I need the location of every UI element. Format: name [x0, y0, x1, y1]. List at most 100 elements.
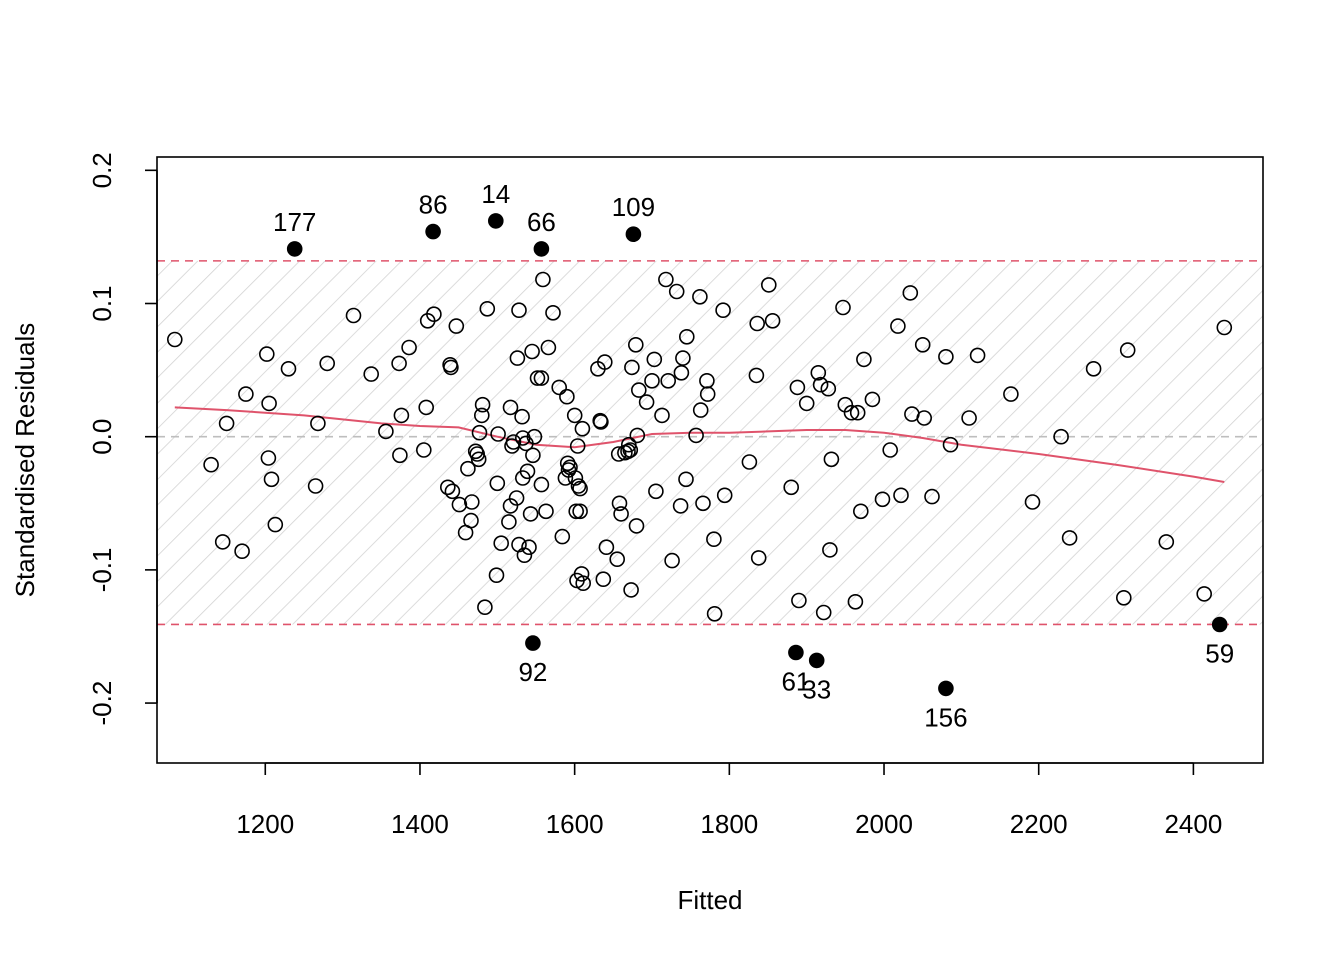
residual-point — [627, 336, 644, 353]
outlier-point — [625, 226, 642, 242]
residual-point — [938, 348, 954, 365]
residual-point — [847, 593, 864, 610]
y-tick-label: 0.2 — [87, 152, 117, 188]
residual-point — [570, 478, 587, 494]
residual-point — [218, 415, 235, 432]
residual-point — [524, 343, 540, 360]
residual-point — [310, 415, 326, 432]
residual-point — [692, 402, 709, 418]
residual-point — [505, 434, 522, 450]
outlier-label: 86 — [419, 190, 448, 220]
smoother-line — [174, 406, 1225, 483]
residual-point — [526, 428, 543, 445]
residual-point — [319, 355, 336, 372]
residual-point — [820, 380, 837, 397]
residual-point — [575, 575, 592, 592]
residual-point — [658, 271, 674, 288]
residual-point — [611, 495, 628, 512]
residual-point — [789, 379, 806, 396]
residual-point — [668, 283, 685, 300]
residual-point — [716, 487, 733, 504]
confidence-band — [157, 260, 1263, 626]
residual-point — [810, 364, 827, 381]
residual-point — [630, 382, 647, 398]
residual-point — [415, 442, 432, 458]
residual-point — [623, 582, 639, 598]
residual-point — [856, 351, 872, 368]
residual-point — [307, 478, 324, 494]
residual-point — [835, 299, 851, 316]
residual-point — [479, 300, 496, 317]
outlier-point — [533, 241, 550, 257]
residual-point — [519, 463, 536, 480]
residual-point — [463, 512, 479, 529]
y-tick-label: -0.2 — [87, 681, 117, 726]
residual-point — [673, 364, 690, 381]
residual-point — [695, 495, 711, 512]
residual-point — [864, 391, 881, 408]
outlier-point — [938, 680, 954, 697]
residual-point — [529, 370, 546, 386]
residual-point — [490, 426, 506, 442]
residual-point — [706, 605, 723, 622]
residual-point — [545, 304, 561, 321]
residual-point — [443, 359, 459, 376]
residual-point — [622, 442, 639, 458]
y-tick-label: 0.0 — [87, 419, 117, 455]
residual-point — [167, 331, 183, 348]
residual-point — [569, 438, 586, 454]
residual-point — [493, 535, 510, 552]
outlier-point — [425, 223, 441, 240]
residual-point — [815, 604, 832, 621]
residual-point — [260, 450, 277, 466]
x-tick-label: 1800 — [700, 809, 758, 839]
residual-point — [473, 407, 490, 424]
residual-point — [234, 543, 250, 560]
residual-point — [914, 336, 931, 353]
residual-point — [448, 318, 465, 334]
y-axis-title: Standardised Residuals — [10, 323, 40, 598]
residual-point — [554, 528, 571, 545]
residual-point — [470, 451, 487, 468]
outlier-point — [808, 652, 825, 669]
residual-point — [760, 277, 777, 293]
x-tick-label: 2400 — [1164, 809, 1222, 839]
residual-point — [638, 394, 655, 410]
residual-point — [798, 395, 815, 412]
residual-point — [572, 503, 588, 520]
residual-point — [969, 347, 986, 364]
outlier-label: 59 — [1205, 639, 1234, 669]
residual-point — [567, 470, 584, 486]
residual-point — [393, 407, 410, 424]
residual-point — [609, 551, 626, 568]
residual-point — [533, 476, 550, 493]
residual-point — [961, 410, 977, 426]
residual-point — [902, 285, 919, 301]
x-tick-label: 2200 — [1010, 809, 1068, 839]
outlier-label: 14 — [481, 179, 510, 209]
band-hatch — [157, 260, 1263, 625]
residual-point — [749, 315, 766, 332]
residual-point — [942, 436, 959, 453]
residual-point — [573, 566, 590, 582]
residual-point — [502, 498, 519, 514]
x-tick-label: 1600 — [546, 809, 604, 839]
residual-point — [852, 503, 869, 520]
residual-point — [501, 514, 517, 530]
residual-point — [1119, 342, 1136, 358]
residual-point — [488, 567, 505, 584]
residual-point — [511, 302, 527, 319]
residual-point — [557, 470, 574, 486]
residual-point — [595, 571, 612, 588]
outlier-label: 109 — [612, 192, 655, 222]
residual-point — [654, 407, 670, 424]
residual-point — [664, 552, 680, 569]
residual-point — [706, 531, 722, 548]
residual-point — [672, 498, 689, 514]
residual-point — [741, 454, 758, 470]
residual-point — [924, 488, 940, 505]
residual-point — [688, 427, 704, 444]
residual-point — [1061, 530, 1078, 546]
residual-point — [812, 376, 829, 393]
residual-point — [613, 506, 629, 522]
